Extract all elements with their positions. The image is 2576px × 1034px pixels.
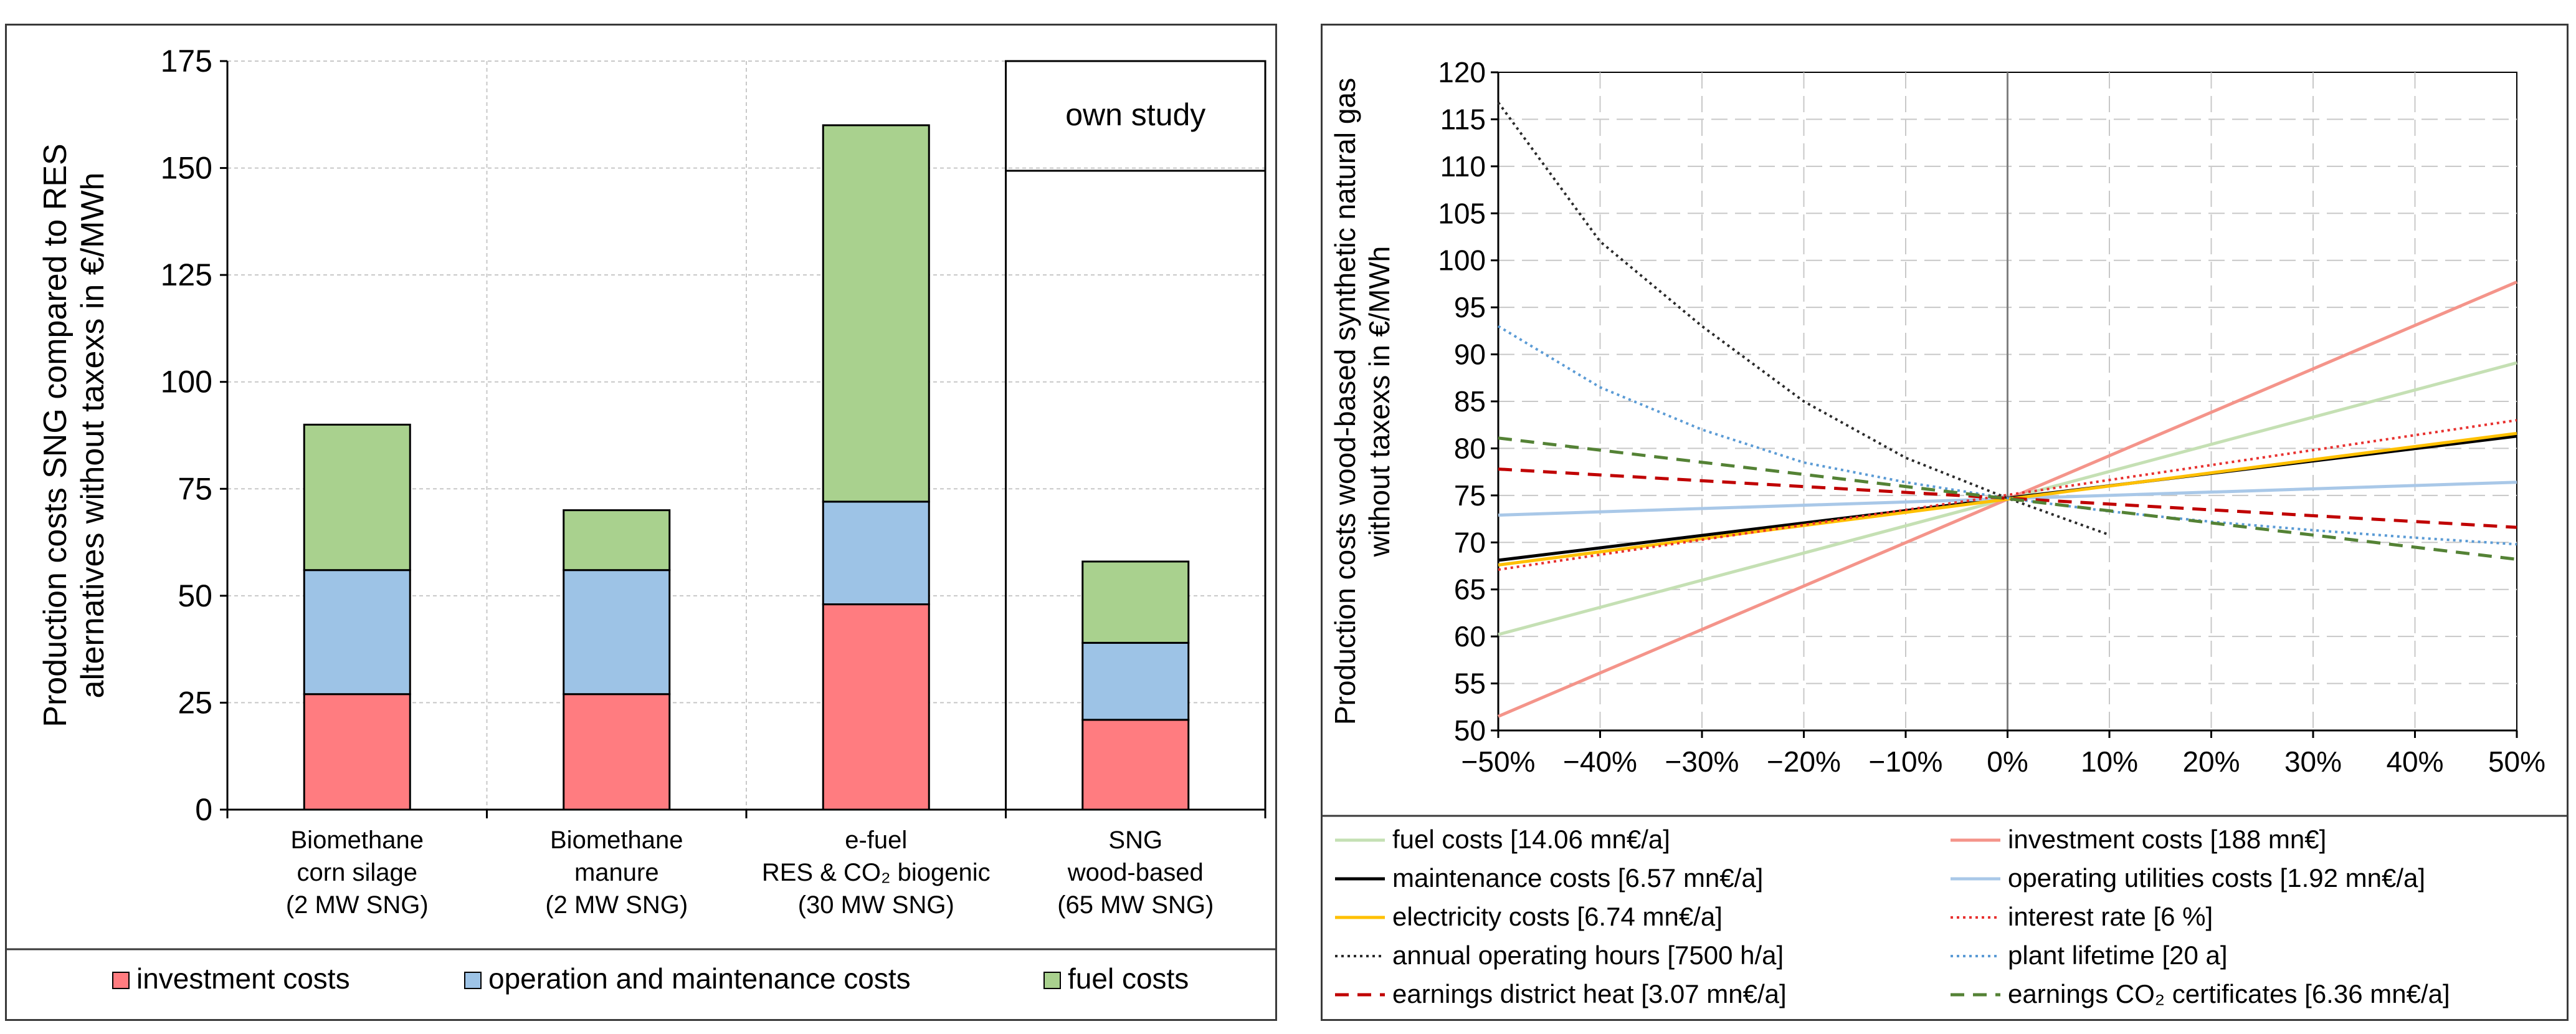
bar-segment bbox=[563, 693, 671, 811]
legend-swatch bbox=[112, 972, 130, 989]
legend-label: investment costs bbox=[136, 962, 350, 995]
y-axis-title: without taxexs in €/MWh bbox=[1363, 246, 1395, 558]
series-line bbox=[1497, 325, 2517, 546]
x-category-label: wood-based bbox=[1067, 859, 1204, 886]
y-tick-label: 25 bbox=[178, 685, 212, 720]
y-tick-label: 120 bbox=[1438, 56, 1486, 89]
legend-label: plant lifetime [20 a] bbox=[2008, 941, 2228, 970]
x-category-label: SNG bbox=[1108, 826, 1162, 854]
legend-label: operation and maintenance costs bbox=[488, 962, 911, 995]
x-category-label: e-fuel bbox=[845, 826, 907, 854]
series-line bbox=[1497, 102, 2110, 537]
x-tick-label: 40% bbox=[2386, 745, 2443, 778]
legend-label: operating utilities costs [1.92 mn€/a] bbox=[2008, 863, 2425, 893]
legend-label: earnings CO₂ certificates [6.36 mn€/a] bbox=[2008, 979, 2450, 1008]
legend-label: maintenance costs [6.57 mn€/a] bbox=[1392, 863, 1763, 893]
stacked-bar-chart: own study 0 25 50 75 100 125 150 175 Production c… bbox=[7, 44, 1275, 995]
x-tick-label: 0% bbox=[1987, 745, 2028, 778]
y-tick-label: 100 bbox=[1438, 244, 1486, 277]
y-tick-label: 70 bbox=[1454, 526, 1486, 558]
x-category-label: Biomethane bbox=[550, 826, 683, 854]
legend-label: interest rate [6 %] bbox=[2008, 902, 2213, 931]
bar-segment bbox=[822, 124, 930, 503]
y-tick-label: 0 bbox=[195, 792, 212, 827]
y-tick-label: 85 bbox=[1454, 385, 1486, 418]
y-tick-label: 80 bbox=[1454, 432, 1486, 464]
bar-segment bbox=[563, 569, 671, 696]
bar-segment bbox=[303, 569, 411, 696]
x-category-label: (65 MW SNG) bbox=[1057, 891, 1214, 919]
x-tick-label: −50% bbox=[1461, 745, 1536, 778]
legend-label: investment costs [188 mn€] bbox=[2008, 825, 2326, 854]
y-tick-label: 60 bbox=[1454, 620, 1486, 653]
legend-swatch bbox=[1043, 972, 1061, 989]
y-axis-title: alternatives without taxexs in €/MWh bbox=[75, 173, 111, 699]
x-category-label: manure bbox=[574, 859, 659, 886]
legend-label: electricity costs [6.74 mn€/a] bbox=[1392, 902, 1723, 931]
y-tick-label: 125 bbox=[161, 257, 212, 292]
x-tick-label: 10% bbox=[2081, 745, 2138, 778]
bar-segment bbox=[1081, 719, 1190, 811]
x-category-label: (2 MW SNG) bbox=[286, 891, 429, 919]
legend-label: earnings district heat [3.07 mn€/a] bbox=[1392, 979, 1787, 1008]
y-tick-label: 110 bbox=[1440, 150, 1486, 183]
x-category-label: corn silage bbox=[297, 859, 417, 886]
y-tick-label: 150 bbox=[161, 151, 212, 186]
legend-swatch bbox=[464, 972, 482, 989]
y-tick-label: 55 bbox=[1454, 668, 1486, 700]
series-line bbox=[1498, 436, 2517, 561]
x-category-label: (30 MW SNG) bbox=[798, 891, 954, 919]
y-tick-label: 50 bbox=[178, 578, 212, 613]
bar-segment bbox=[1081, 641, 1190, 721]
bar-segment bbox=[303, 423, 411, 572]
y-tick-label: 115 bbox=[1440, 103, 1486, 135]
x-tick-label: 30% bbox=[2284, 745, 2342, 778]
bar-segment bbox=[1081, 560, 1190, 644]
y-tick-label: 105 bbox=[1438, 197, 1486, 229]
bar-segment bbox=[303, 693, 411, 811]
cost-comparison-panel: own study 0 25 50 75 100 125 150 175 Production c… bbox=[5, 24, 1277, 1021]
y-axis-title: Production costs wood-based synthetic na… bbox=[1329, 78, 1361, 725]
x-tick-label: 20% bbox=[2182, 745, 2240, 778]
series-line bbox=[1498, 467, 2517, 529]
x-tick-label: −40% bbox=[1563, 745, 1637, 778]
x-tick-label: −10% bbox=[1869, 745, 1943, 778]
x-category-label: RES & CO₂ biogenic bbox=[762, 859, 991, 886]
legend-label: annual operating hours [7500 h/a] bbox=[1392, 941, 1784, 970]
y-tick-label: 95 bbox=[1454, 291, 1486, 323]
own-study-label: own study bbox=[1065, 97, 1205, 132]
x-tick-label: −20% bbox=[1767, 745, 1841, 778]
y-axis-title: Production costs SNG compared to RES bbox=[37, 143, 74, 727]
legend-label: fuel costs bbox=[1068, 962, 1189, 995]
bar-segment bbox=[822, 603, 930, 811]
x-category-label: (2 MW SNG) bbox=[545, 891, 688, 919]
bar-segment bbox=[563, 509, 671, 572]
y-tick-label: 75 bbox=[178, 471, 212, 506]
legend-label: fuel costs [14.06 mn€/a] bbox=[1392, 825, 1670, 854]
x-tick-label: −30% bbox=[1665, 745, 1739, 778]
x-category-label: Biomethane bbox=[291, 826, 424, 854]
x-tick-label: 50% bbox=[2488, 745, 2545, 778]
y-tick-label: 65 bbox=[1454, 573, 1486, 606]
y-tick-label: 175 bbox=[161, 44, 212, 79]
sensitivity-panel: 50 55 60 65 70 75 80 85 90 95 100 105 110 115 120 −50% −… bbox=[1321, 24, 2569, 1021]
y-tick-label: 50 bbox=[1454, 714, 1486, 747]
y-tick-label: 75 bbox=[1454, 479, 1486, 512]
bar-segment bbox=[822, 500, 930, 606]
y-tick-label: 100 bbox=[161, 365, 212, 400]
y-tick-label: 90 bbox=[1454, 338, 1486, 371]
